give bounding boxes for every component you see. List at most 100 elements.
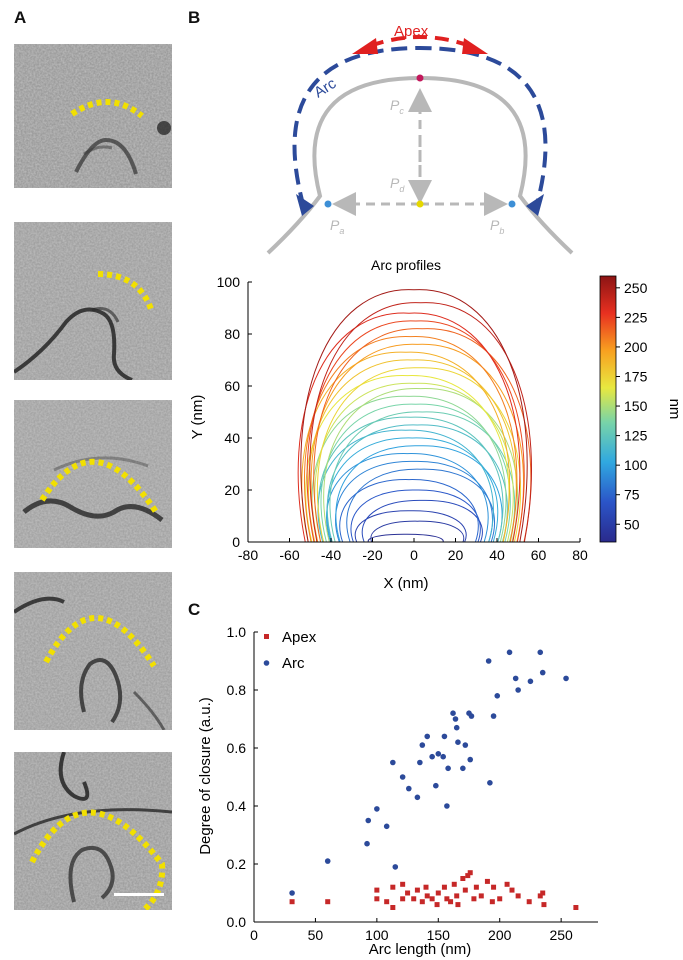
arc-point	[424, 733, 431, 740]
arc-point	[537, 649, 544, 656]
arc-point	[364, 840, 370, 847]
arc-profile-curve	[310, 343, 524, 543]
apex-point	[509, 887, 515, 893]
scale-bar	[114, 893, 164, 896]
scatter-x-axis-label: Arc length (nm)	[369, 941, 472, 958]
arc-point	[494, 693, 501, 699]
apex-point	[411, 896, 417, 902]
arc-point	[324, 858, 331, 864]
apex-point	[435, 890, 441, 896]
pc-label: Pc	[390, 97, 404, 116]
arc-profile-curve	[311, 395, 507, 543]
apex-point	[460, 876, 466, 881]
panel-a-letter: A	[14, 8, 27, 27]
profiles-y-tick-label: 60	[224, 378, 240, 394]
arc-point	[440, 753, 446, 760]
panel-b-letter: B	[188, 8, 201, 27]
apex-point	[451, 881, 457, 887]
tomogram-tile-2	[14, 222, 172, 380]
apex-point	[400, 896, 406, 902]
apex-point	[448, 899, 454, 905]
apex-point	[424, 893, 430, 899]
arc-point	[365, 817, 372, 824]
apex-point	[573, 905, 579, 910]
arc-profile-curve	[326, 453, 489, 543]
arc-profile-curve	[305, 375, 510, 543]
scatter-y-axis-label: Degree of closure (a.u.)	[197, 697, 214, 855]
colorbar-tick-label: 200	[624, 339, 648, 355]
legend-apex-label: Apex	[282, 629, 317, 646]
arc-profile-curve	[326, 424, 508, 543]
arc-point	[460, 765, 466, 772]
apex-point	[537, 893, 543, 899]
apex-point	[289, 899, 295, 905]
colorbar-frame	[599, 275, 617, 543]
arc-profile-curve	[370, 520, 465, 543]
arc-point	[414, 794, 421, 801]
point-d	[416, 200, 424, 208]
colorbar-tick-label: 50	[624, 516, 640, 532]
legend: Apex Arc	[263, 629, 317, 672]
arc-arrowhead-left	[296, 194, 314, 216]
profiles-y-tick-label: 40	[224, 430, 240, 446]
arc-point	[485, 658, 492, 664]
profiles-y-tick-label: 0	[232, 534, 240, 550]
apex-point	[400, 881, 406, 887]
arc-point	[455, 739, 461, 745]
apex-point	[434, 902, 440, 908]
apex-point	[444, 896, 450, 902]
pb-label: Pb	[490, 217, 504, 236]
apex-arrowhead-right	[462, 38, 488, 54]
apex-point	[515, 893, 521, 899]
scatter-x-tick-label: 0	[250, 927, 258, 943]
scatter-x-tick-label: 100	[365, 927, 389, 943]
tomogram-tile-3	[14, 400, 172, 548]
arc-label: Arc	[311, 75, 340, 102]
colorbar-tick-label: 250	[624, 280, 648, 296]
apex-point	[455, 902, 461, 908]
arc-profile-curve	[361, 499, 483, 543]
arc-point	[433, 782, 439, 789]
arc-profile-curve	[297, 312, 521, 543]
profiles-y-axis-label: Y (nm)	[189, 395, 206, 440]
apex-point	[441, 884, 447, 890]
arc-profile-curve	[354, 510, 467, 543]
arc-point	[406, 785, 412, 792]
arc-point	[374, 806, 380, 812]
arc-profile-curve	[317, 429, 494, 543]
scatter-x-tick-label: 150	[427, 927, 451, 943]
arc-profile-curve	[326, 437, 499, 543]
profiles-x-tick-label: -20	[362, 547, 382, 563]
point-c	[416, 74, 424, 82]
arc-point	[452, 716, 459, 722]
apex-point	[462, 887, 468, 893]
panel-c-letter: C	[188, 600, 201, 619]
pd-label: Pd	[390, 175, 405, 194]
apex-point	[429, 896, 435, 902]
closure-scatter-chart: 0 50 100 150 200 250 0.0 0.2 0.4 0.6 0.8 1.0 Arc le…	[197, 624, 598, 958]
apex-point	[414, 887, 420, 893]
apex-point	[374, 887, 380, 893]
arc-point	[487, 780, 493, 786]
legend-arc-marker	[263, 660, 270, 666]
arc-profiles-chart: Arc profiles -80 -60 -40 -20 0 20 40 60 80 0 20 40 6…	[189, 257, 683, 592]
profiles-x-tick-label: -40	[321, 547, 341, 563]
apex-point	[473, 884, 479, 890]
arc-profile-curve	[314, 382, 514, 543]
colorbar-tick-label: 125	[624, 428, 648, 444]
arc-profile-curve	[367, 533, 444, 543]
arc-arrowhead-right	[526, 194, 544, 216]
profiles-x-tick-label: 0	[410, 547, 418, 563]
colorbar-tick-label: 150	[624, 398, 648, 414]
arc-profile-curve	[316, 367, 522, 543]
arc-point	[468, 713, 475, 719]
arc-profile-curve	[300, 289, 528, 543]
legend-arc-label: Arc	[282, 655, 305, 672]
scatter-y-tick-label: 0.8	[227, 682, 247, 698]
arc-point	[515, 687, 521, 693]
scatter-y-tick-label: 0.0	[227, 914, 247, 930]
profiles-y-tick-label: 80	[224, 326, 240, 342]
apex-point	[419, 899, 425, 905]
apex-label: Apex	[394, 23, 429, 40]
colorbar-tick-label: 225	[624, 309, 648, 325]
